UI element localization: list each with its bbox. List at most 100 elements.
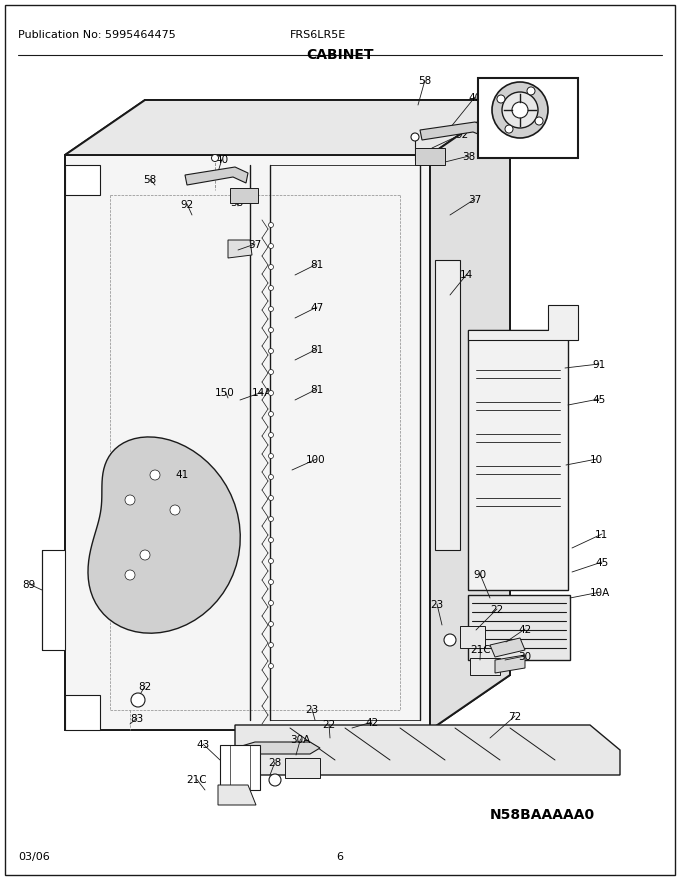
Polygon shape	[490, 638, 525, 657]
Text: 22: 22	[490, 605, 503, 615]
Text: 03/06: 03/06	[18, 852, 50, 862]
Text: 40: 40	[468, 93, 481, 103]
Polygon shape	[235, 725, 620, 775]
Circle shape	[269, 432, 273, 437]
Polygon shape	[230, 188, 258, 203]
Circle shape	[527, 87, 535, 95]
Text: 21C: 21C	[186, 775, 207, 785]
Text: 47: 47	[310, 303, 323, 313]
Text: 66B: 66B	[506, 136, 529, 149]
Text: 38: 38	[462, 152, 475, 162]
Polygon shape	[495, 655, 525, 673]
Text: 37: 37	[248, 240, 261, 250]
Polygon shape	[470, 658, 500, 675]
Circle shape	[411, 133, 419, 141]
Text: 58: 58	[418, 76, 431, 86]
Text: 81: 81	[310, 345, 323, 355]
Polygon shape	[468, 305, 578, 340]
Circle shape	[269, 664, 273, 669]
Text: 81: 81	[310, 260, 323, 270]
Circle shape	[512, 102, 528, 118]
Circle shape	[269, 642, 273, 648]
Text: 82: 82	[138, 682, 151, 692]
Circle shape	[269, 370, 273, 375]
Polygon shape	[65, 695, 100, 730]
Text: 72: 72	[508, 712, 522, 722]
Circle shape	[269, 412, 273, 416]
Text: 58: 58	[143, 175, 156, 185]
Polygon shape	[65, 155, 430, 730]
Circle shape	[150, 470, 160, 480]
Circle shape	[125, 495, 135, 505]
Text: 14: 14	[460, 270, 473, 280]
Polygon shape	[460, 626, 485, 648]
Text: 38: 38	[230, 198, 243, 208]
Text: 21C: 21C	[470, 645, 491, 655]
Circle shape	[269, 600, 273, 605]
Polygon shape	[430, 100, 510, 730]
Circle shape	[269, 517, 273, 522]
Polygon shape	[65, 165, 100, 195]
Text: 92: 92	[180, 200, 193, 210]
Text: 89: 89	[22, 580, 35, 590]
Circle shape	[269, 244, 273, 248]
Text: 28: 28	[268, 758, 282, 768]
Polygon shape	[235, 742, 320, 754]
Text: 45: 45	[592, 395, 605, 405]
Circle shape	[269, 538, 273, 542]
Circle shape	[444, 634, 456, 646]
Text: 81: 81	[310, 385, 323, 395]
Polygon shape	[185, 167, 248, 185]
Text: 150: 150	[215, 388, 235, 398]
Text: 41: 41	[175, 470, 188, 480]
Polygon shape	[42, 550, 65, 650]
Polygon shape	[228, 240, 252, 258]
Bar	[478, 78, 578, 158]
Circle shape	[269, 391, 273, 395]
Circle shape	[131, 693, 145, 707]
Circle shape	[269, 327, 273, 333]
Text: 23: 23	[430, 600, 443, 610]
Circle shape	[269, 474, 273, 480]
Text: 42: 42	[365, 718, 378, 728]
Circle shape	[125, 570, 135, 580]
Text: 45: 45	[595, 558, 608, 568]
Text: 11: 11	[595, 530, 608, 540]
Circle shape	[269, 621, 273, 627]
Text: 10A: 10A	[590, 588, 610, 598]
Text: 37: 37	[468, 195, 481, 205]
Circle shape	[211, 155, 218, 162]
Text: 92: 92	[455, 130, 469, 140]
Polygon shape	[435, 260, 460, 550]
Circle shape	[269, 265, 273, 269]
Circle shape	[502, 92, 538, 128]
Text: 90: 90	[473, 570, 486, 580]
Text: 43: 43	[196, 740, 209, 750]
Circle shape	[269, 453, 273, 458]
Polygon shape	[220, 745, 260, 790]
Text: 30: 30	[518, 652, 531, 662]
Text: FRS6LR5E: FRS6LR5E	[290, 30, 346, 40]
Circle shape	[269, 223, 273, 228]
Text: Publication No: 5995464475: Publication No: 5995464475	[18, 30, 175, 40]
Circle shape	[505, 125, 513, 133]
Text: N58BAAAAA0: N58BAAAAA0	[490, 808, 595, 822]
Text: 100: 100	[306, 455, 326, 465]
Circle shape	[269, 348, 273, 354]
Polygon shape	[420, 122, 490, 140]
Polygon shape	[285, 758, 320, 778]
Text: 14A: 14A	[252, 388, 273, 398]
Circle shape	[140, 550, 150, 560]
Polygon shape	[468, 595, 570, 660]
Circle shape	[269, 774, 281, 786]
Text: 91: 91	[592, 360, 605, 370]
Circle shape	[269, 306, 273, 312]
Text: 42: 42	[518, 625, 531, 635]
Text: 23: 23	[305, 705, 318, 715]
Polygon shape	[468, 330, 568, 590]
Polygon shape	[415, 148, 445, 165]
Circle shape	[535, 117, 543, 125]
Text: 10: 10	[590, 455, 603, 465]
Text: 83: 83	[130, 714, 143, 724]
Circle shape	[492, 82, 548, 138]
